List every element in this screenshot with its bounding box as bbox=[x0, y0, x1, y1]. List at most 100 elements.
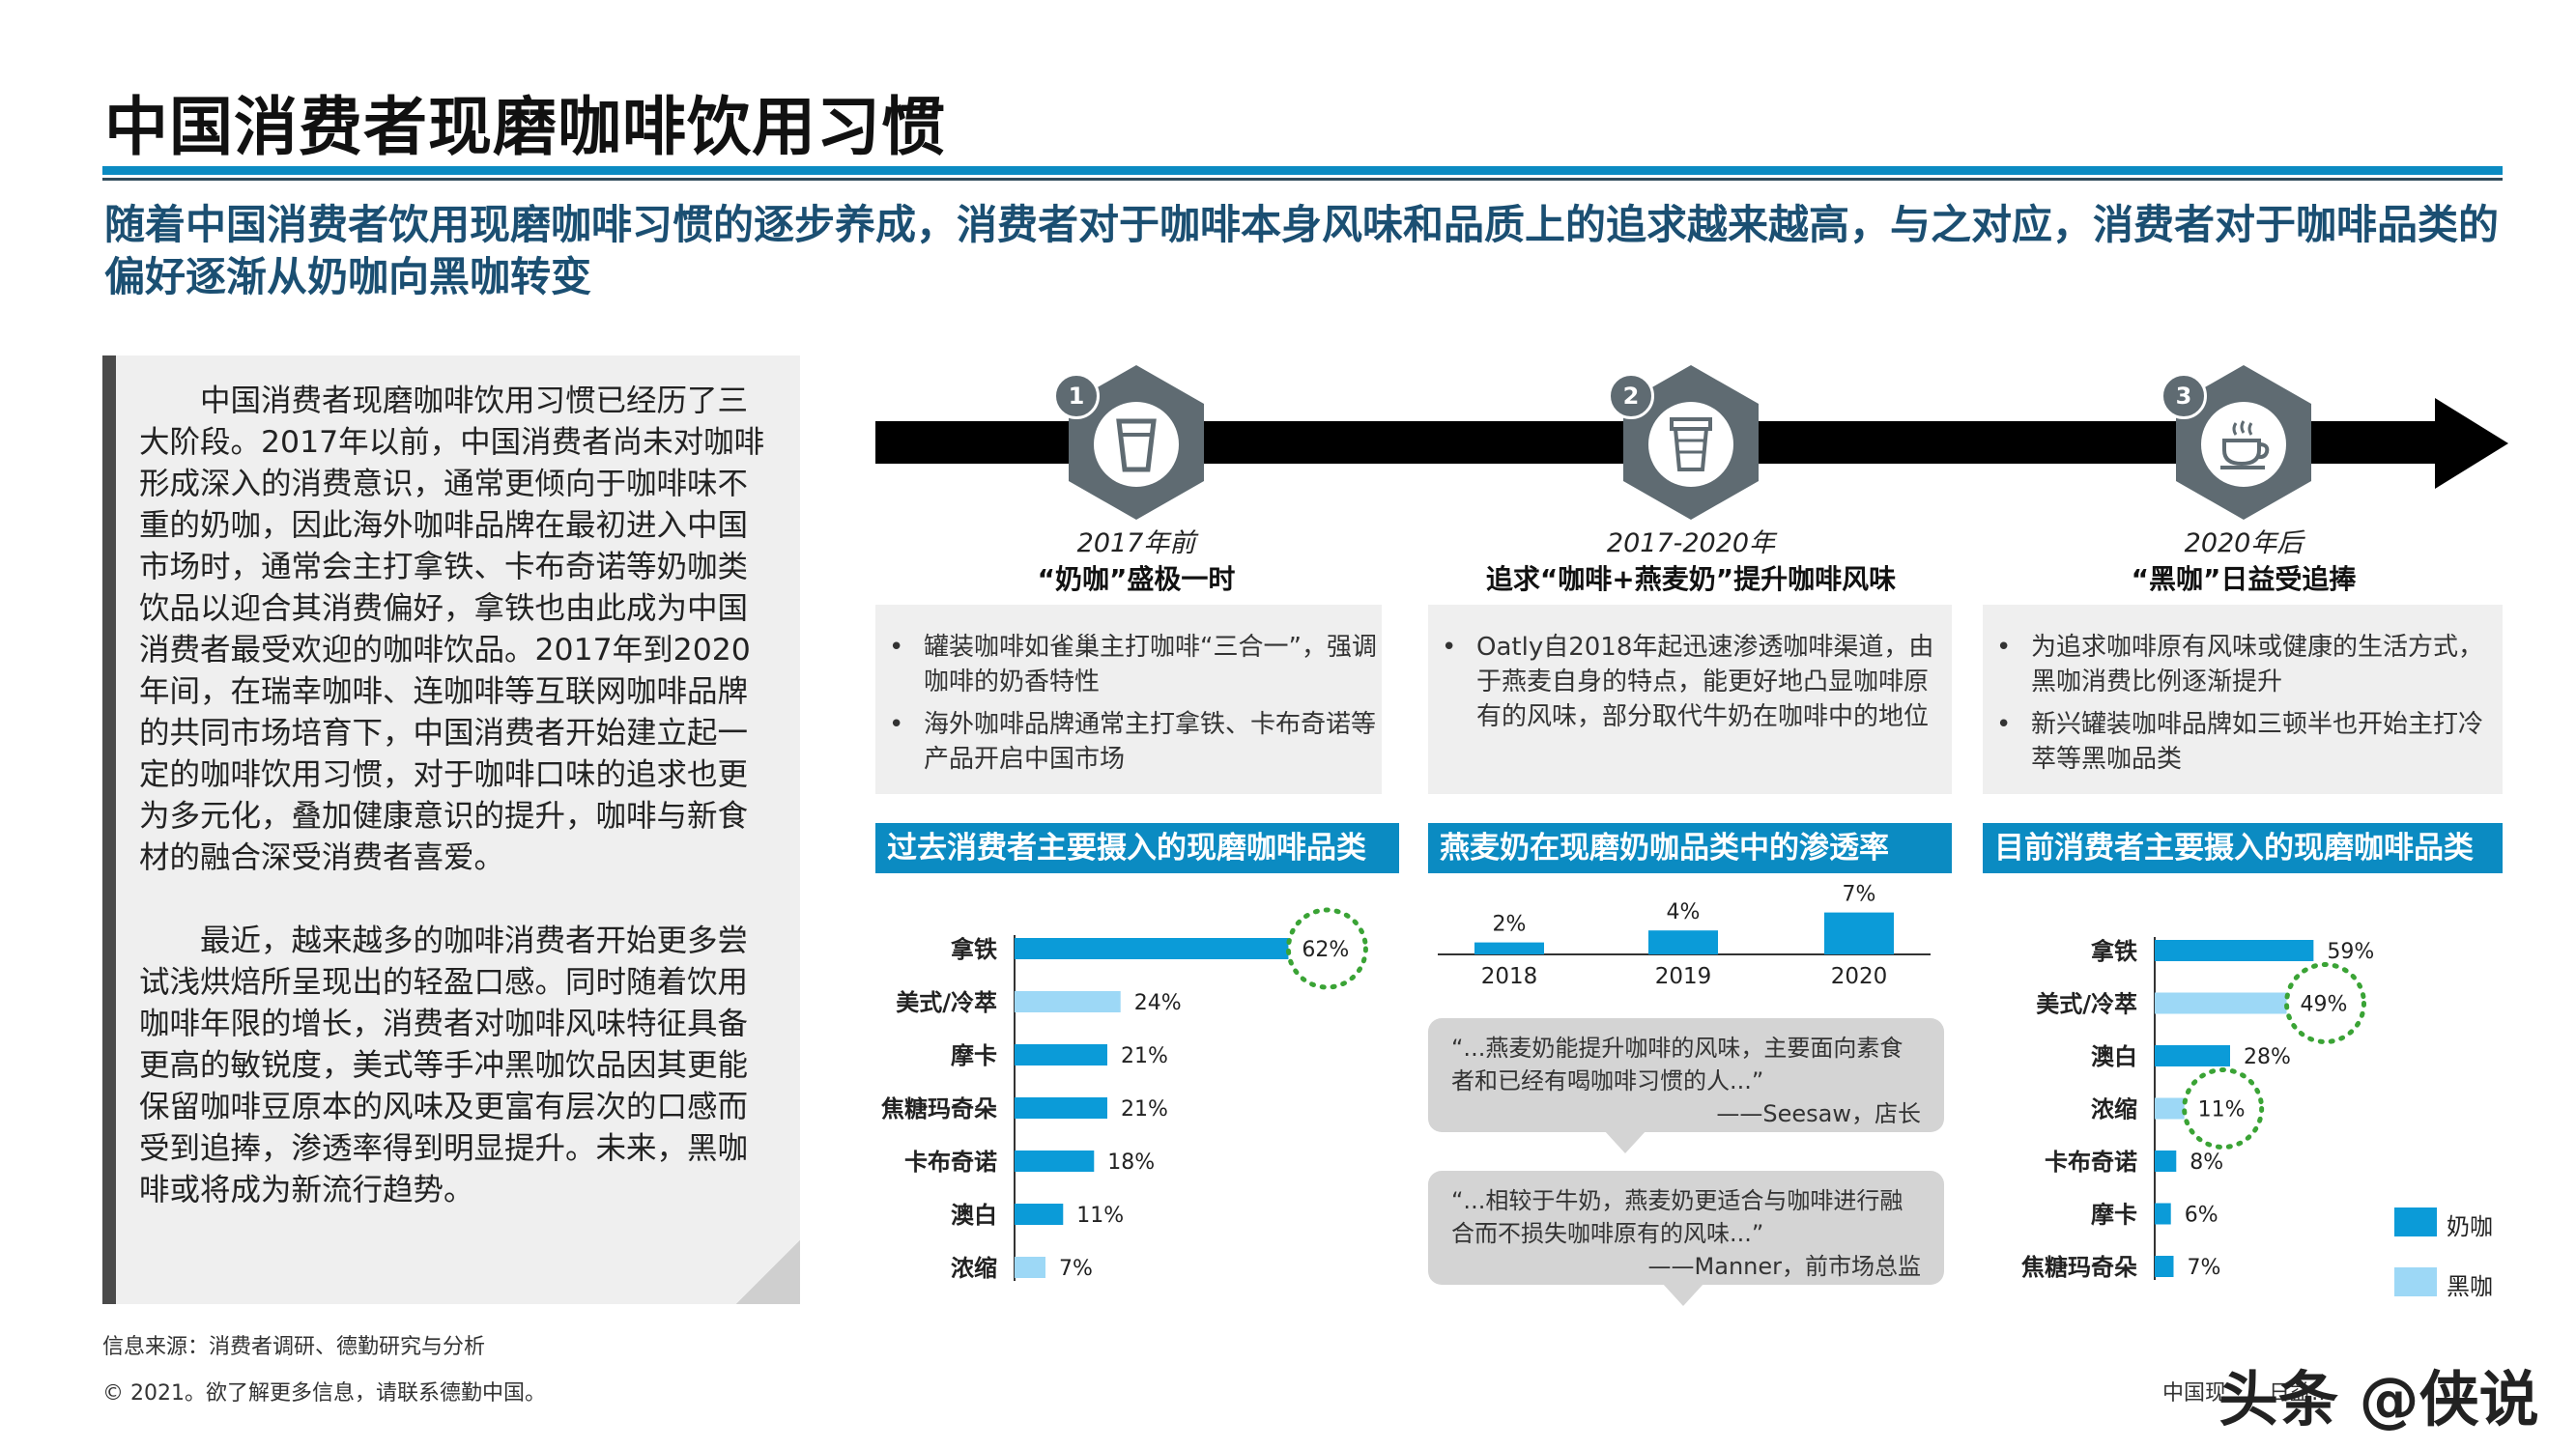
stage-3-bullet-1: 为追求咖啡原有风味或健康的生活方式，黑咖消费比例逐渐提升 bbox=[1983, 630, 2503, 699]
quote-seesaw-source: ——Seesaw，店长 bbox=[1716, 1100, 1921, 1127]
data-label: 6% bbox=[2185, 1204, 2218, 1228]
bar bbox=[1015, 938, 1289, 959]
legend-black-swatch bbox=[2394, 1267, 2437, 1296]
stage-1-year: 2017年前 bbox=[1076, 528, 1196, 558]
highlight-circle bbox=[1285, 907, 1368, 990]
category-label: 澳白 bbox=[951, 1202, 997, 1229]
left-text-panel bbox=[102, 355, 800, 1304]
category-label: 浓缩 bbox=[951, 1255, 997, 1282]
quote-seesaw: “...燕麦奶能提升咖啡的风味，主要面向素食者和已经有喝咖啡习惯的人...” —… bbox=[1428, 1018, 1944, 1132]
stage-1-name: “奶咖”盛极一时 bbox=[1037, 563, 1236, 595]
quote-manner-tail bbox=[1662, 1283, 1704, 1306]
title-rule bbox=[102, 166, 2503, 175]
quote-manner-text: “...相较于牛奶，燕麦奶更适合与咖啡进行融合而不损失咖啡原有的风味...” bbox=[1451, 1187, 1903, 1247]
bar bbox=[1474, 942, 1544, 954]
bar bbox=[1015, 1204, 1064, 1225]
left-paragraph-1: 中国消费者现磨咖啡饮用习惯已经历了三大阶段。2017年以前，中国消费者尚未对咖啡… bbox=[139, 384, 765, 875]
bar bbox=[1015, 1044, 1107, 1065]
data-label: 24% bbox=[1134, 991, 1182, 1015]
bar bbox=[1015, 1097, 1107, 1119]
takeaway-cup-icon bbox=[1648, 402, 1733, 487]
cup-icon bbox=[1094, 402, 1179, 487]
stage-2-year: 2017-2020年 bbox=[1606, 528, 1776, 558]
data-label: 7% bbox=[2188, 1256, 2221, 1280]
category-label: 焦糖玛奇朵 bbox=[2021, 1254, 2137, 1281]
stage-1-number-badge: 1 bbox=[1053, 373, 1100, 419]
stage-2-name: 追求“咖啡+燕麦奶”提升咖啡风味 bbox=[1485, 563, 1897, 595]
section-header-past: 过去消费者主要摄入的现磨咖啡品类 bbox=[875, 823, 1399, 873]
category-label: 焦糖玛奇朵 bbox=[881, 1095, 997, 1122]
source-note: 信息来源：消费者调研、德勤研究与分析 bbox=[102, 1335, 486, 1359]
stage-1-bullet-2: 海外咖啡品牌通常主打拿铁、卡布奇诺等产品开启中国市场 bbox=[875, 707, 1382, 777]
stage-2-bullet-1: Oatly自2018年起迅速渗透咖啡渠道，由于燕麦自身的特点，能更好地凸显咖啡原… bbox=[1428, 630, 1952, 734]
category-label: 摩卡 bbox=[2091, 1202, 2137, 1229]
highlight-circle bbox=[2182, 1067, 2265, 1150]
stage-2-bullets: Oatly自2018年起迅速渗透咖啡渠道，由于燕麦自身的特点，能更好地凸显咖啡原… bbox=[1428, 605, 1952, 794]
data-label: 18% bbox=[1107, 1151, 1155, 1175]
data-label: 2% bbox=[1493, 913, 1527, 937]
bar bbox=[2155, 1151, 2177, 1172]
stage-1-bullets: 罐装咖啡如雀巢主打咖啡“三合一”，强调咖啡的奶香特性 海外咖啡品牌通常主打拿铁、… bbox=[875, 605, 1382, 794]
data-label: 21% bbox=[1121, 1097, 1168, 1122]
highlight-circle bbox=[2284, 962, 2366, 1044]
bar bbox=[2155, 1045, 2230, 1066]
legend-milk-swatch bbox=[2394, 1208, 2437, 1236]
data-label: 59% bbox=[2327, 940, 2374, 964]
stage-2-number-badge: 2 bbox=[1608, 373, 1654, 419]
stage-3-number-badge: 3 bbox=[2161, 373, 2207, 419]
category-label: 拿铁 bbox=[951, 936, 997, 963]
legend-black-label: 黑咖 bbox=[2447, 1273, 2493, 1300]
stage-3-name: “黑咖”日益受追捧 bbox=[2131, 563, 2357, 595]
category-label: 卡布奇诺 bbox=[2045, 1149, 2137, 1176]
quote-seesaw-tail bbox=[1604, 1130, 1646, 1153]
data-label: 4% bbox=[1667, 900, 1701, 924]
bar bbox=[1824, 912, 1894, 954]
hot-coffee-icon bbox=[2201, 402, 2286, 487]
left-panel-text: 中国消费者现磨咖啡饮用习惯已经历了三大阶段。2017年以前，中国消费者尚未对咖啡… bbox=[139, 381, 767, 1253]
data-label: 7% bbox=[1059, 1257, 1093, 1281]
chart-past-categories: 拿铁 62% 美式/冷萃 24% 摩卡 21% 焦糖玛奇朵 21% 卡布奇诺 18% 澳白 11% 浓缩… bbox=[881, 907, 1368, 1282]
legend-milk-label: 奶咖 bbox=[2447, 1213, 2493, 1240]
bar bbox=[2155, 1256, 2174, 1277]
category-label: 澳白 bbox=[2091, 1043, 2137, 1070]
stage-3-bullet-2: 新兴罐装咖啡品牌如三顿半也开始主打冷萃等黑咖品类 bbox=[1983, 707, 2503, 777]
footer-page-label: 中国现……日益… bbox=[2162, 1381, 2333, 1406]
quote-seesaw-text: “...燕麦奶能提升咖啡的风味，主要面向素食者和已经有喝咖啡习惯的人...” bbox=[1451, 1035, 1903, 1094]
data-label: 11% bbox=[2198, 1098, 2246, 1122]
x-tick-label: 2020 bbox=[1831, 964, 1888, 989]
data-label: 11% bbox=[1076, 1204, 1124, 1228]
left-panel-accent-bar bbox=[102, 355, 116, 1304]
category-label: 拿铁 bbox=[2091, 938, 2137, 965]
category-label: 浓缩 bbox=[2091, 1096, 2137, 1123]
bar bbox=[1015, 991, 1121, 1012]
stage-3-year: 2020年后 bbox=[2184, 528, 2304, 558]
category-label: 摩卡 bbox=[951, 1042, 997, 1069]
x-tick-label: 2019 bbox=[1655, 964, 1712, 989]
watermark: 头条 @侠说 bbox=[2218, 1364, 2539, 1435]
bar bbox=[1648, 930, 1718, 954]
bar bbox=[2155, 940, 2314, 961]
timeline-arrow-icon bbox=[2435, 398, 2508, 489]
bar bbox=[2155, 1097, 2185, 1120]
bar bbox=[1015, 1151, 1095, 1172]
chart-current-categories: 拿铁 59% 美式/冷萃 49% 澳白 28% 浓缩 11% 卡布奇诺 8% 摩卡 6% 焦糖玛奇朵 7% bbox=[2021, 937, 2374, 1281]
data-label: 7% bbox=[1843, 883, 1876, 907]
bar bbox=[2155, 1203, 2171, 1225]
page-subtitle: 随着中国消费者饮用现磨咖啡习惯的逐步养成，消费者对于咖啡本身风味和品质上的追求越… bbox=[104, 201, 2500, 300]
left-paragraph-2: 最近，越来越多的咖啡消费者开始更多尝试浅烘焙所呈现出的轻盈口感。同时随着饮用咖啡… bbox=[139, 923, 749, 1208]
page-title: 中国消费者现磨咖啡饮用习惯 bbox=[104, 90, 946, 164]
bar bbox=[2155, 992, 2287, 1014]
data-label: 21% bbox=[1121, 1044, 1168, 1068]
category-label: 美式/冷萃 bbox=[896, 989, 997, 1016]
data-label: 28% bbox=[2244, 1045, 2291, 1069]
x-tick-label: 2018 bbox=[1481, 964, 1538, 989]
section-header-current: 目前消费者主要摄入的现磨咖啡品类 bbox=[1983, 823, 2503, 873]
quote-manner-source: ——Manner，前市场总监 bbox=[1647, 1253, 1921, 1280]
data-label: 8% bbox=[2190, 1151, 2223, 1175]
data-label: 62% bbox=[1302, 938, 1349, 962]
stage-1-bullet-1: 罐装咖啡如雀巢主打咖啡“三合一”，强调咖啡的奶香特性 bbox=[875, 630, 1382, 699]
data-label: 49% bbox=[2301, 993, 2348, 1017]
category-label: 卡布奇诺 bbox=[904, 1149, 997, 1176]
bar bbox=[1015, 1257, 1045, 1278]
page-fold-corner bbox=[736, 1240, 800, 1304]
